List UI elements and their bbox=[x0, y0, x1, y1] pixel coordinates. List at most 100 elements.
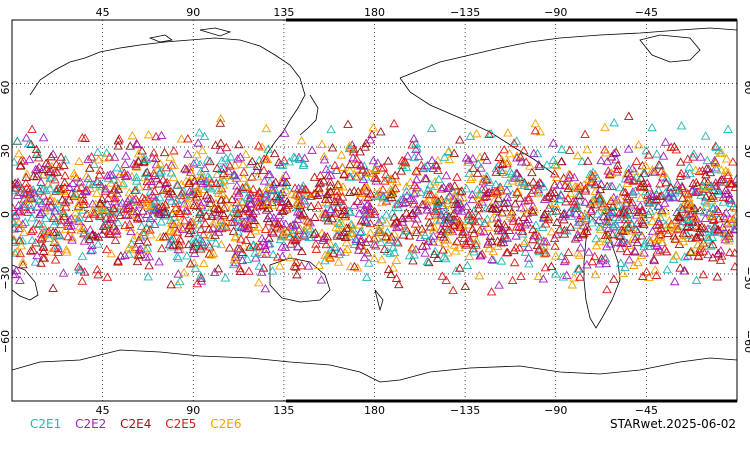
triangle-marker bbox=[594, 259, 605, 268]
triangle-marker bbox=[730, 203, 737, 212]
triangle-marker bbox=[497, 208, 507, 217]
triangle-marker bbox=[491, 163, 502, 173]
triangle-marker bbox=[457, 229, 468, 238]
triangle-marker bbox=[677, 233, 688, 242]
triangle-marker bbox=[499, 230, 510, 239]
triangle-marker bbox=[467, 194, 478, 204]
triangle-marker bbox=[540, 219, 551, 228]
triangle-marker bbox=[552, 160, 562, 170]
triangle-marker bbox=[472, 168, 483, 177]
triangle-marker bbox=[563, 183, 574, 192]
triangle-marker bbox=[609, 274, 619, 283]
triangle-marker bbox=[131, 138, 142, 148]
triangle-marker bbox=[441, 253, 451, 263]
triangle-marker bbox=[46, 166, 56, 175]
triangle-marker bbox=[156, 130, 167, 140]
triangle-marker bbox=[449, 220, 459, 230]
triangle-marker bbox=[695, 152, 706, 161]
triangle-marker bbox=[555, 194, 565, 203]
triangle-marker bbox=[690, 221, 701, 230]
triangle-marker bbox=[133, 250, 144, 260]
triangle-marker bbox=[359, 204, 369, 213]
triangle-marker bbox=[102, 199, 112, 208]
triangle-marker bbox=[196, 244, 206, 253]
triangle-marker bbox=[724, 228, 734, 237]
triangle-marker bbox=[443, 247, 453, 257]
triangle-marker bbox=[136, 221, 147, 230]
triangle-marker bbox=[691, 177, 702, 187]
triangle-marker bbox=[198, 197, 208, 206]
triangle-marker bbox=[229, 217, 240, 226]
triangle-marker bbox=[555, 224, 565, 233]
triangle-marker bbox=[351, 154, 362, 163]
triangle-marker bbox=[468, 153, 478, 163]
triangle-marker bbox=[233, 154, 243, 163]
triangle-marker bbox=[631, 172, 642, 181]
triangle-marker bbox=[523, 242, 534, 251]
triangle-marker bbox=[95, 179, 105, 188]
triangle-marker bbox=[32, 218, 42, 227]
triangle-marker bbox=[269, 184, 280, 193]
triangle-marker bbox=[411, 174, 422, 184]
triangle-marker bbox=[376, 237, 386, 246]
triangle-marker bbox=[713, 249, 723, 258]
triangle-marker bbox=[275, 160, 286, 169]
triangle-marker bbox=[113, 257, 123, 266]
triangle-marker bbox=[487, 254, 497, 264]
triangle-marker bbox=[714, 214, 724, 223]
triangle-marker bbox=[38, 191, 49, 200]
triangle-marker bbox=[474, 270, 485, 280]
coast-greenland bbox=[639, 34, 701, 63]
triangle-marker bbox=[655, 178, 665, 188]
triangle-marker bbox=[314, 260, 324, 269]
triangle-marker bbox=[261, 189, 271, 199]
triangle-marker bbox=[567, 280, 578, 289]
lon-tick-label-bottom: −135 bbox=[450, 404, 480, 417]
triangle-marker bbox=[94, 170, 105, 179]
triangle-marker bbox=[629, 260, 639, 269]
lat-tick-label-left: 30 bbox=[0, 144, 12, 158]
triangle-marker bbox=[169, 146, 179, 155]
triangle-marker bbox=[377, 197, 387, 207]
triangle-marker bbox=[30, 164, 41, 174]
triangle-marker bbox=[469, 247, 479, 256]
triangle-marker bbox=[430, 177, 440, 186]
triangle-marker bbox=[223, 166, 234, 175]
triangle-marker bbox=[369, 233, 380, 243]
triangle-marker bbox=[716, 148, 727, 157]
triangle-marker bbox=[185, 259, 196, 268]
triangle-marker bbox=[85, 225, 96, 234]
triangle-marker bbox=[533, 271, 544, 280]
triangle-marker bbox=[494, 280, 504, 289]
triangle-marker bbox=[188, 244, 199, 254]
triangle-marker bbox=[484, 243, 495, 253]
triangle-marker bbox=[288, 235, 298, 244]
triangle-marker bbox=[549, 180, 560, 189]
triangle-marker bbox=[135, 199, 145, 209]
triangle-marker bbox=[538, 274, 549, 283]
triangle-marker bbox=[601, 241, 612, 251]
triangle-marker bbox=[519, 178, 530, 187]
triangle-marker bbox=[391, 255, 402, 264]
triangle-marker bbox=[133, 148, 144, 158]
triangle-marker bbox=[181, 199, 192, 208]
triangle-marker bbox=[270, 177, 281, 186]
triangle-marker bbox=[328, 248, 339, 257]
triangle-marker bbox=[636, 250, 647, 259]
triangle-marker bbox=[147, 190, 158, 199]
triangle-marker bbox=[46, 151, 56, 161]
triangle-marker bbox=[641, 145, 652, 155]
triangle-marker bbox=[654, 160, 664, 169]
triangle-marker bbox=[601, 258, 612, 268]
triangle-marker bbox=[476, 250, 486, 260]
triangle-marker bbox=[719, 177, 730, 186]
triangle-marker bbox=[149, 148, 159, 157]
triangle-marker bbox=[192, 278, 202, 288]
triangle-marker bbox=[554, 180, 565, 189]
triangle-marker bbox=[723, 231, 734, 240]
triangle-marker bbox=[666, 188, 676, 197]
triangle-marker bbox=[134, 235, 144, 244]
triangle-marker bbox=[333, 257, 344, 266]
triangle-marker bbox=[726, 179, 737, 188]
triangle-marker bbox=[530, 125, 541, 135]
